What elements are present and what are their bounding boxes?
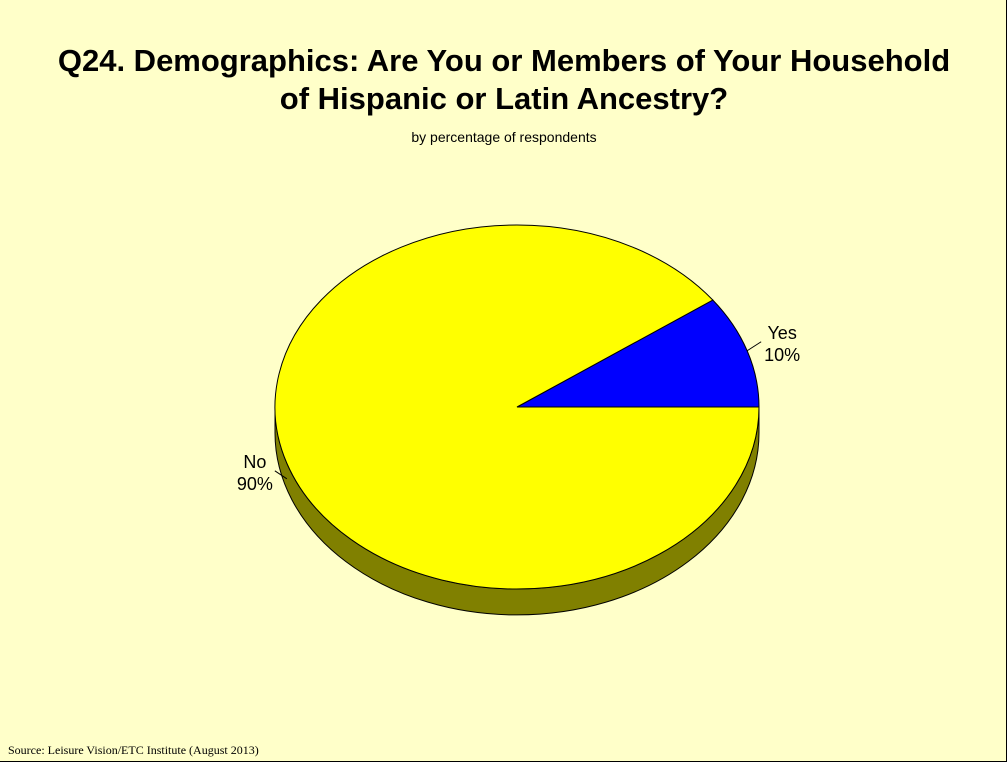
- chart-title-line-2: of Hispanic or Latin Ancestry?: [279, 81, 729, 116]
- slice-label-yes: Yes: [767, 323, 796, 343]
- leader-line-yes: [746, 341, 762, 352]
- slice-value-yes: 10%: [764, 345, 800, 365]
- slice-value-no: 90%: [237, 474, 273, 494]
- slice-label-no: No: [243, 452, 266, 472]
- chart-title-line-1: Q24. Demographics: Are You or Members of…: [57, 43, 951, 78]
- leader-line-no: [274, 470, 288, 480]
- chart-subtitle: by percentage of respondents: [411, 129, 597, 145]
- pie-slice-no: [274, 224, 760, 590]
- chart-title: Q24. Demographics: Are You or Members of…: [0, 42, 1008, 118]
- source-note: Source: Leisure Vision/ETC Institute (Au…: [8, 743, 259, 757]
- pie-slices: [274, 224, 760, 590]
- label-leader-lines: [274, 341, 762, 480]
- pie-slice-yes: [516, 299, 760, 408]
